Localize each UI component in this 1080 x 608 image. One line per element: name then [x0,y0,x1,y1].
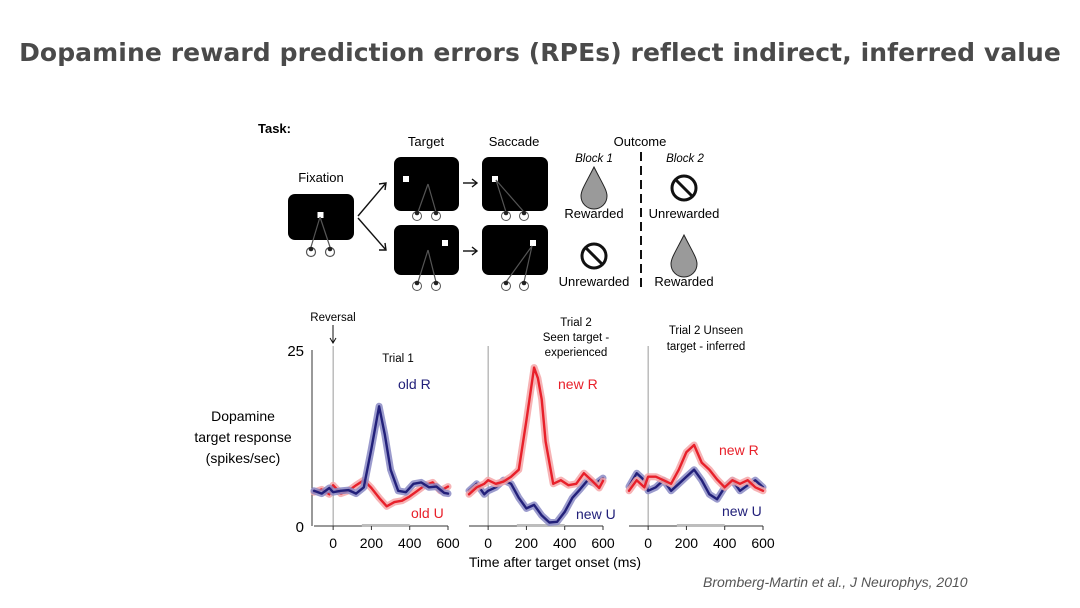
ylabel-line1: Dopamine [211,408,275,424]
x-tick-label: 0 [484,535,492,551]
panel1-label-old-u: old U [411,505,444,521]
x-tick-label: 200 [515,535,539,551]
bottom-arrow [463,246,479,256]
panel2-title-line1: Trial 2 [560,317,592,329]
x-tick-label: 600 [591,535,615,551]
bottom-saccade-screen [482,225,548,291]
reward-drop-icon [580,165,608,210]
panel1-title: Trial 1 [382,353,414,365]
x-tick-label: 600 [751,535,775,551]
top-saccade-screen [482,157,548,221]
no-reward-icon [670,174,698,202]
series-line [467,476,605,524]
x-tick-label: 400 [398,535,422,551]
top-block1-outcome: Rewarded [564,206,623,221]
panel3-title-line2: target - inferred [667,341,746,353]
target-label: Target [408,134,445,149]
reward-drop-icon [670,233,698,278]
panel3-label-new-u: new U [722,503,762,519]
fixation-label: Fixation [298,170,344,185]
ylabel-line2: target response [194,429,291,445]
ytick-0: 0 [296,519,304,536]
x-tick-label: 0 [644,535,652,551]
panel3-label-new-r: new R [719,442,759,458]
x-tick-label: 200 [675,535,699,551]
bottom-target-screen [394,225,459,291]
fixation-point [317,212,324,218]
top-target-screen [394,157,459,221]
task-label: Task: [258,121,291,136]
x-tick-label: 0 [329,535,337,551]
series-line [627,468,765,501]
panel2-label-new-r: new R [558,376,598,392]
reversal-label: Reversal [310,312,355,324]
saccade-label: Saccade [489,134,540,149]
citation: Bromberg-Martin et al., J Neurophys, 201… [703,574,968,590]
panel2-label-new-u: new U [576,506,616,522]
top-arrow [463,178,479,188]
block1-label: Block 1 [575,153,613,165]
ytick-25: 25 [287,343,304,360]
bottom-block1-outcome: Unrewarded [559,274,630,289]
series-line [312,405,450,495]
ylabel-line3: (spikes/sec) [206,450,281,466]
x-tick-label: 400 [713,535,737,551]
slide-title: Dopamine reward prediction errors (RPEs)… [19,38,1061,67]
plot-area: 0 200 400 600 0 200 400 600 0 200 400 600 [310,346,775,551]
analysis-window [676,524,725,527]
x-tick-label: 200 [360,535,384,551]
xlabel: Time after target onset (ms) [469,554,641,570]
panel2-title-line2: Seen target - [543,332,610,344]
bottom-block2-outcome: Rewarded [654,274,713,289]
series-line [467,366,605,496]
x-tick-label: 400 [553,535,577,551]
panel2-title-line3: experienced [545,347,608,359]
panel3-title-line1: Trial 2 Unseen [669,325,743,337]
top-block2-outcome: Unrewarded [649,206,720,221]
outcome-label: Outcome [614,134,667,149]
series-line [627,443,765,492]
x-tick-label: 600 [436,535,460,551]
panel1-label-old-r: old R [398,376,431,392]
no-reward-icon [580,242,608,270]
reversal-arrow [329,325,337,344]
analysis-window [361,524,410,527]
fixation-eyes [305,216,336,258]
analysis-window [516,524,565,527]
branch-arrows [357,182,387,251]
block2-label: Block 2 [666,153,704,165]
